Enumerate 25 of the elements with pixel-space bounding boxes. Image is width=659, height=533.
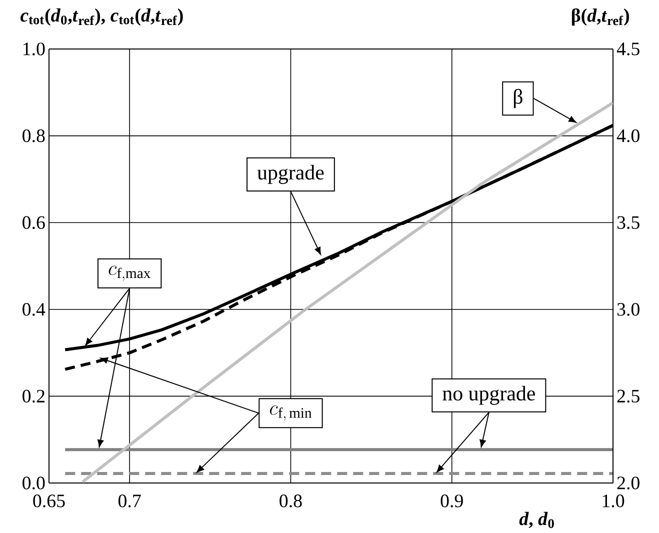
y2-tick-label: 4.0 [616,129,640,142]
y2-axis-title: β(d,t$_{ref}$) [572,8,629,26]
annotation: $c_{\mathrm{f,\,min}}$ [270,405,312,421]
y-tick-label: 0.4 [22,302,46,316]
y-tick-label: 1.0 [23,42,45,56]
x-tick-label: 0.65 [33,494,65,508]
text: c$_{tot}$(d$_{0}$,t$_{ref}$), c$_{tot}$(d,t$_{ref}$) [20,8,183,26]
y-tick-label: 0.8 [22,129,45,142]
x-tick-label: 0.8 [280,494,302,508]
x-tick-label: 0.7 [118,494,141,508]
y2-tick-label: 2.0 [617,476,640,490]
annotation: no upgrade [442,386,535,405]
y-tick-label: 0.2 [22,390,44,403]
annotation: β [514,88,522,108]
y2-tick-label: 4.5 [616,42,640,56]
annotation: upgrade [257,164,324,184]
y2-tick-label: 2.5 [617,390,640,403]
annotation: $c_{\mathrm{f,max}}$ [108,266,150,281]
y2-tick-label: 3.5 [617,216,640,229]
y-tick-label: 0.0 [22,476,45,490]
x-tick-label: 0.9 [440,494,463,508]
y-tick-label: 0.6 [22,216,45,230]
y2-tick-label: 3.0 [617,302,640,316]
x-tick-label: 1.0 [602,494,624,508]
x-axis-title: d, d$_{0}$ [519,512,554,528]
